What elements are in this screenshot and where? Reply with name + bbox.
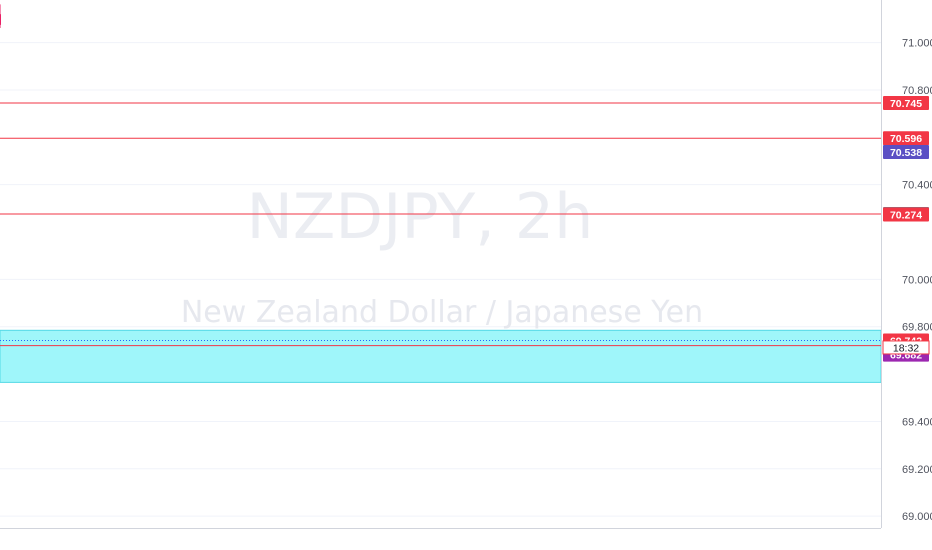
price-axis-tick-label: 70.000	[902, 274, 932, 286]
price-axis-tick-label: 69.800	[902, 322, 932, 334]
price-badge-bg	[883, 145, 929, 160]
support-zone	[0, 329, 882, 383]
price-badge-label: 70.538	[890, 147, 922, 159]
price-axis-tick-label: 71.000	[902, 38, 932, 50]
price-axis-tick-label: 69.000	[902, 511, 932, 523]
price-badge-bg	[883, 207, 929, 222]
grid-layer	[0, 42, 881, 517]
watermark-instrument-name: New Zealand Dollar / Japanese Yen	[181, 295, 703, 330]
price-badge-bg	[883, 95, 929, 110]
price-badge-bg	[883, 131, 929, 146]
level-lines-layer	[0, 102, 881, 347]
price-axis-tick-label: 69.400	[902, 416, 932, 428]
price-badges-layer: 70.74570.59670.53870.27670.27469.74269.6…	[882, 95, 930, 362]
watermark-symbol: NZDJPY, 2h	[247, 180, 594, 253]
price-axis-tick-label: 70.400	[902, 180, 932, 192]
price-axis-tick-label: 70.800	[902, 85, 932, 97]
countdown-badge-label: 18:32	[893, 342, 919, 354]
candle-body	[0, 14, 1, 25]
price-axis-tick-label: 69.200	[902, 464, 932, 476]
price-badge-label: 70.596	[890, 133, 922, 145]
watermark-layer: NZDJPY, 2h New Zealand Dollar / Japanese…	[181, 180, 703, 330]
countdown-badge-bg	[882, 340, 930, 355]
candles-layer	[0, 4, 1, 28]
zone-layer	[0, 329, 882, 383]
price-badge-label: 70.745	[890, 98, 922, 110]
price-badge-label: 70.274	[890, 209, 922, 221]
price-axis-labels: 71.000 70.800 70.400 70.000 69.800 69.400 69.2…	[902, 38, 932, 524]
axes-layer	[0, 0, 882, 529]
